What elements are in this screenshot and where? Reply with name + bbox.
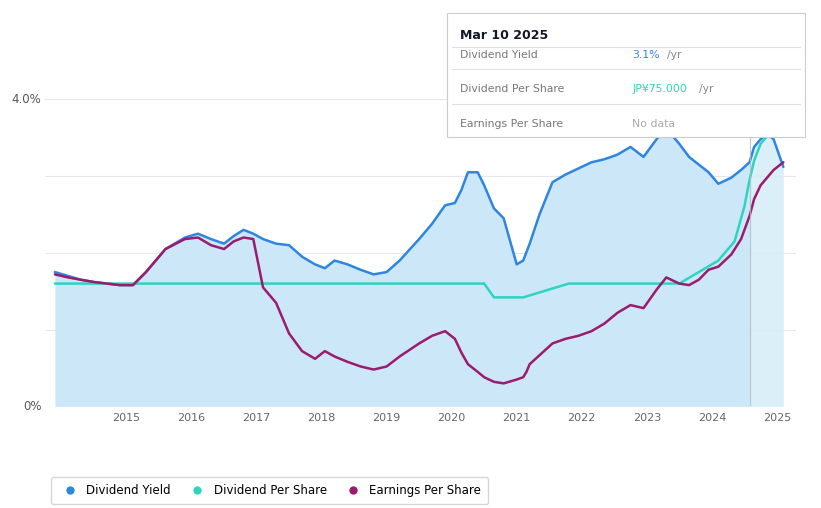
Text: 4.0%: 4.0% <box>11 93 41 106</box>
Text: Past: Past <box>752 108 774 118</box>
Text: Dividend Yield: Dividend Yield <box>460 50 538 60</box>
Text: /yr: /yr <box>667 50 681 60</box>
Text: Mar 10 2025: Mar 10 2025 <box>460 29 548 42</box>
Legend: Dividend Yield, Dividend Per Share, Earnings Per Share: Dividend Yield, Dividend Per Share, Earn… <box>51 477 488 504</box>
Text: JP¥75.000: JP¥75.000 <box>632 84 687 94</box>
Text: No data: No data <box>632 119 675 129</box>
Text: Earnings Per Share: Earnings Per Share <box>460 119 563 129</box>
Text: 0%: 0% <box>23 400 41 413</box>
Text: 3.1%: 3.1% <box>632 50 659 60</box>
Text: /yr: /yr <box>699 84 714 94</box>
Text: Dividend Per Share: Dividend Per Share <box>460 84 564 94</box>
